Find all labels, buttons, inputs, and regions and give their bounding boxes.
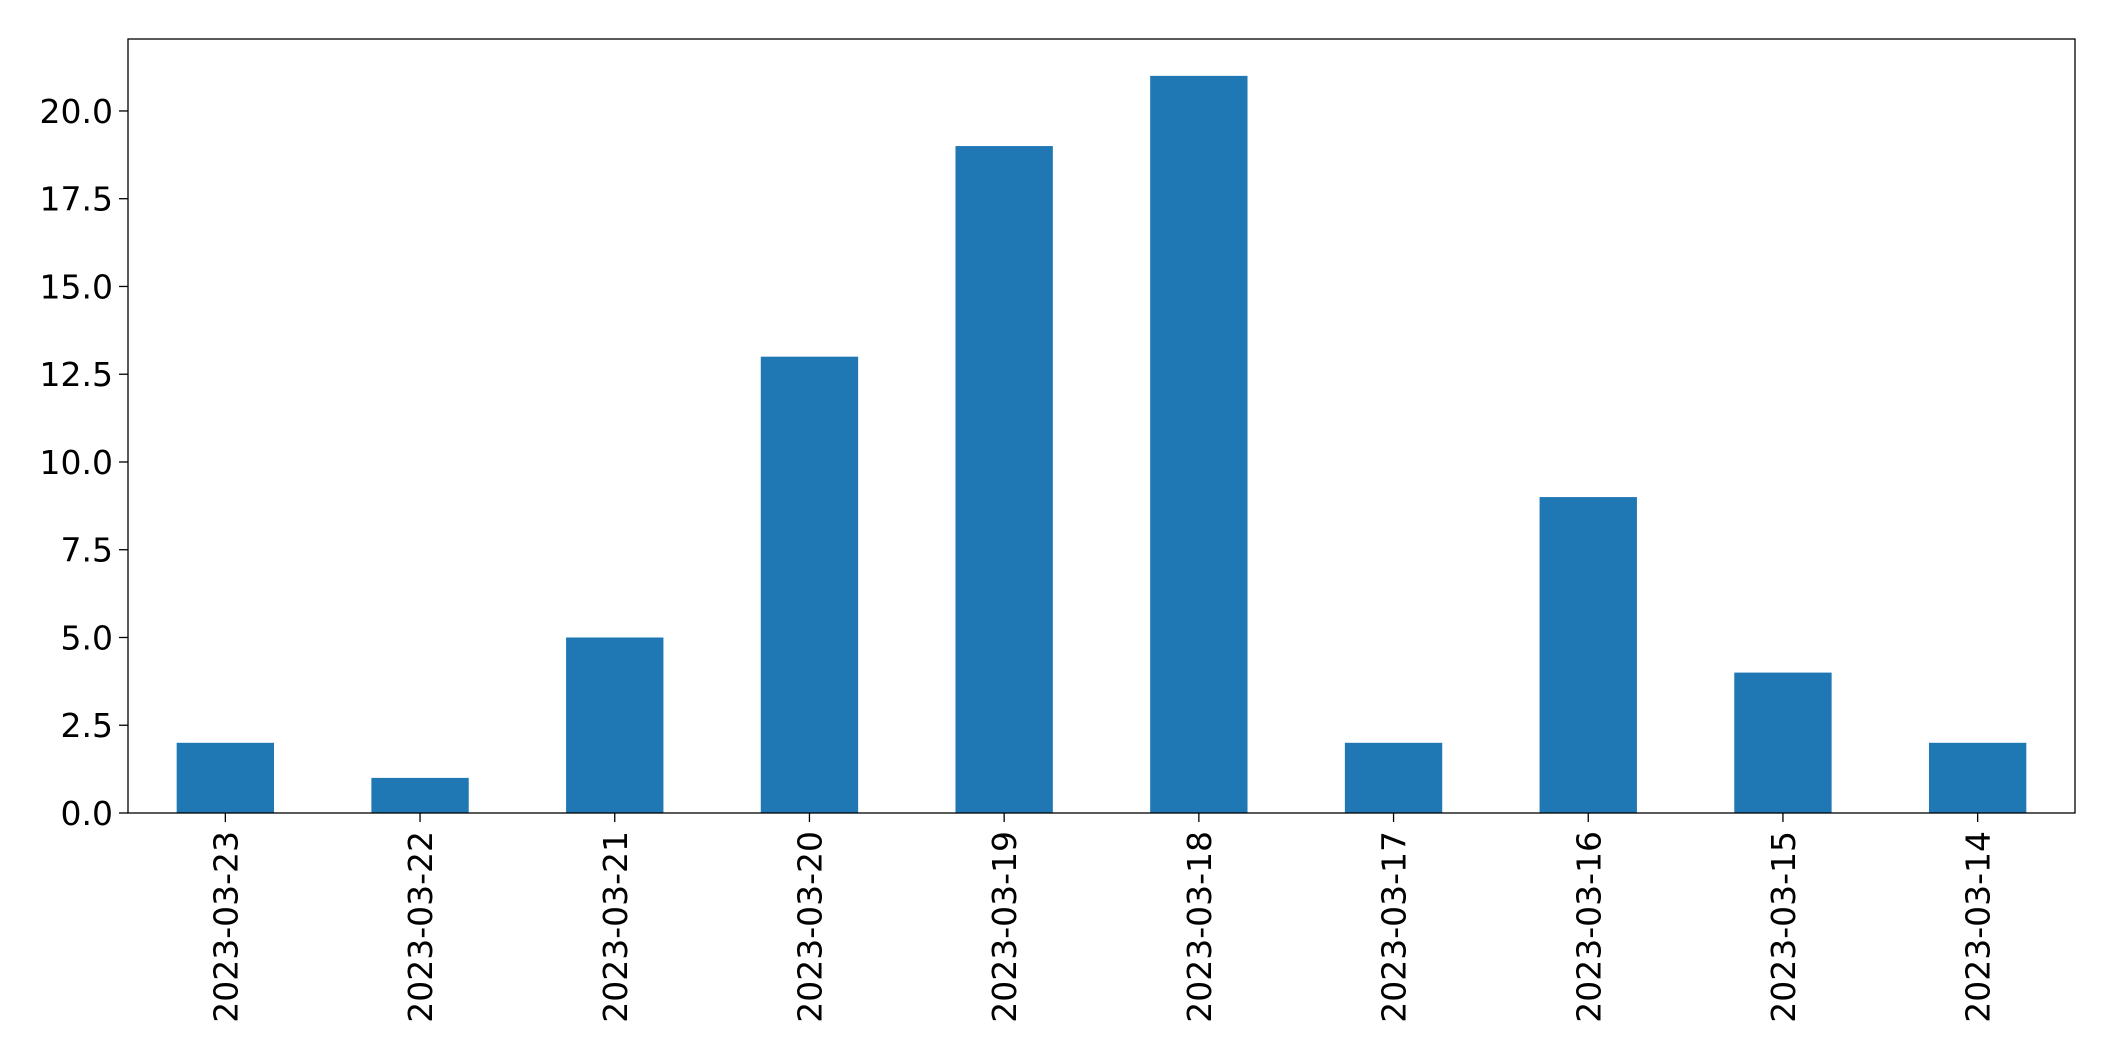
- x-tick-label: 2023-03-22: [401, 831, 440, 1023]
- x-tick-label: 2023-03-17: [1375, 831, 1414, 1023]
- bar: [566, 637, 664, 813]
- y-tick-label: 10.0: [40, 443, 113, 482]
- bar: [955, 146, 1053, 813]
- bar: [1344, 742, 1443, 813]
- x-tick-label: 2023-03-19: [985, 831, 1024, 1023]
- y-tick-label: 20.0: [40, 92, 113, 131]
- x-tick-label: 2023-03-23: [206, 831, 245, 1023]
- bar: [760, 356, 859, 813]
- y-tick-label: 7.5: [61, 531, 113, 570]
- bar: [371, 777, 469, 813]
- x-tick-label: 2023-03-16: [1569, 831, 1608, 1023]
- bar: [1539, 497, 1637, 813]
- x-tick-label: 2023-03-18: [1180, 831, 1219, 1023]
- y-tick-label: 0.0: [61, 794, 113, 833]
- x-tick-label: 2023-03-14: [1959, 831, 1998, 1023]
- x-tick-label: 2023-03-20: [790, 831, 829, 1023]
- bar: [1150, 75, 1248, 814]
- y-tick-label: 15.0: [40, 267, 113, 306]
- bar: [176, 742, 275, 813]
- y-tick-label: 2.5: [61, 706, 113, 745]
- plot-frame: [127, 38, 2076, 814]
- y-tick-label: 5.0: [61, 618, 113, 657]
- bar: [1734, 672, 1832, 813]
- x-tick-label: 2023-03-21: [596, 831, 635, 1023]
- y-tick-label: 12.5: [40, 355, 113, 394]
- bar: [1928, 742, 2027, 813]
- y-tick-label: 17.5: [40, 180, 113, 219]
- x-tick-label: 2023-03-15: [1764, 831, 1803, 1023]
